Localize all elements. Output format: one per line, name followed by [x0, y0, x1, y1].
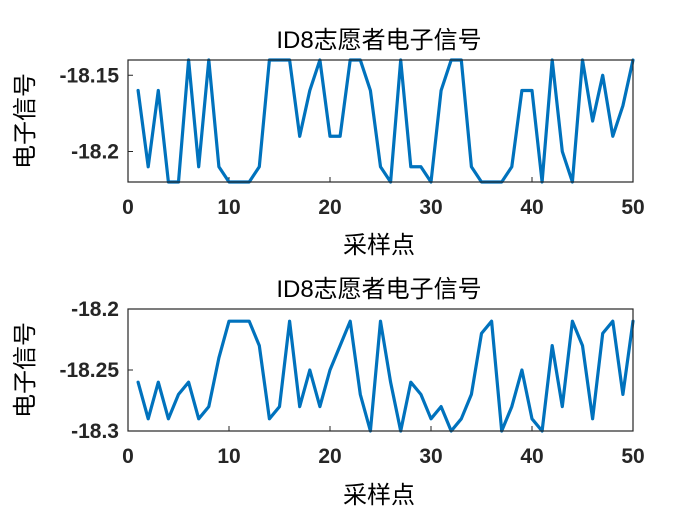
y-axis-label: 电子信号 — [11, 73, 39, 169]
x-tick-label: 10 — [217, 196, 240, 219]
x-tick-label: 50 — [621, 196, 644, 219]
plot-area — [127, 59, 634, 183]
x-axis-label: 采样点 — [343, 481, 415, 509]
series-line — [136, 319, 635, 433]
x-tick-label: 30 — [419, 196, 442, 219]
x-tick-label: 40 — [520, 445, 543, 468]
y-tick-label: -18.2 — [71, 298, 119, 321]
x-axis-label: 采样点 — [343, 231, 415, 259]
subplot-1: ID8志愿者电子信号 电子信号 采样点 0 10 20 30 40 50 -18.2-18… — [11, 27, 645, 259]
y-axis-label: 电子信号 — [11, 322, 39, 418]
x-tick-label: 40 — [520, 196, 543, 219]
plot-area — [127, 308, 634, 432]
chart-title: ID8志愿者电子信号 — [276, 27, 481, 54]
y-tick-labels: -18.2 -18.15 — [59, 64, 133, 164]
y-tick-label: -18.15 — [59, 64, 119, 87]
x-tick-label: 20 — [318, 445, 341, 468]
series-line — [136, 58, 635, 184]
y-tick-label: -18.3 — [71, 420, 119, 443]
y-tick-label: -18.25 — [59, 359, 119, 382]
x-tick-label: 0 — [122, 196, 134, 219]
x-tick-label: 50 — [621, 445, 644, 468]
x-tick-label: 0 — [122, 445, 134, 468]
x-tick-labels: 0 10 20 30 40 50 — [122, 426, 645, 468]
y-tick-labels: -18.3 -18.25 -18.2 — [59, 298, 133, 443]
y-tick-label: -18.2 — [71, 141, 119, 164]
subplot-2: ID8志愿者电子信号 电子信号 采样点 0 10 20 30 40 50 -18.3-18… — [11, 276, 645, 509]
x-tick-label: 20 — [318, 196, 341, 219]
x-tick-label: 10 — [217, 445, 240, 468]
x-tick-labels: 0 10 20 30 40 50 — [122, 177, 645, 219]
chart-title: ID8志愿者电子信号 — [276, 276, 481, 303]
x-tick-label: 30 — [419, 445, 442, 468]
